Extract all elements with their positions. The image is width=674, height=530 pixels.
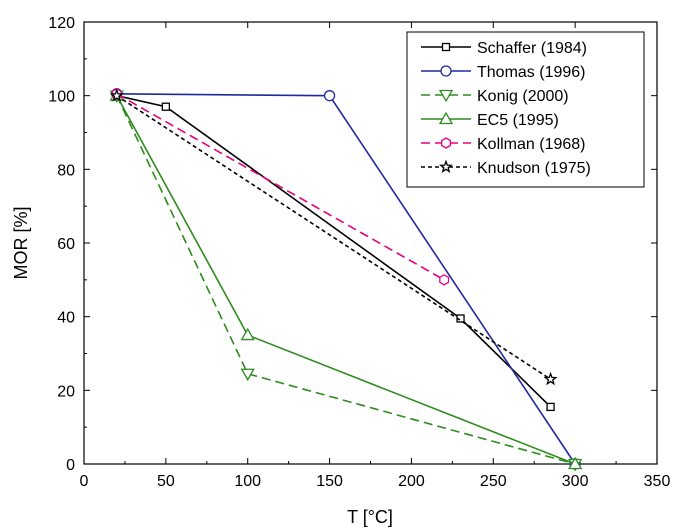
legend-entry: Konig (2000) bbox=[421, 88, 569, 105]
data-point bbox=[240, 327, 255, 341]
data-point bbox=[109, 88, 124, 102]
x-tick-label: 50 bbox=[157, 473, 175, 490]
y-tick-label: 100 bbox=[48, 89, 75, 106]
series-layer bbox=[109, 88, 583, 472]
series-line bbox=[116, 95, 552, 380]
legend-label: Konig (2000) bbox=[477, 88, 569, 105]
legend: Schaffer (1984) Thomas (1996) Konig (2000)… bbox=[406, 31, 645, 188]
legend-entry: EC5 (1995) bbox=[421, 111, 559, 129]
legend-label: EC5 (1995) bbox=[477, 112, 559, 129]
y-tick-label: 60 bbox=[57, 236, 75, 253]
x-tick-label: 150 bbox=[316, 473, 343, 490]
legend-marker bbox=[440, 65, 452, 77]
series-line bbox=[116, 93, 445, 281]
data-point bbox=[546, 402, 555, 412]
series-line bbox=[116, 95, 576, 465]
legend-label: Thomas (1996) bbox=[477, 64, 586, 81]
y-tick-label: 0 bbox=[66, 457, 75, 474]
y-tick-label: 40 bbox=[57, 310, 75, 327]
legend-label: Schaffer (1984) bbox=[477, 40, 587, 57]
data-point bbox=[161, 102, 171, 111]
legend-entry: Thomas (1996) bbox=[421, 64, 586, 81]
legend-marker bbox=[438, 89, 454, 103]
x-tick-label: 0 bbox=[80, 473, 89, 490]
x-tick-label: 100 bbox=[234, 473, 261, 490]
y-tick-label: 20 bbox=[57, 383, 75, 400]
legend-label: Kollman (1968) bbox=[477, 136, 586, 153]
legend-entry: Kollman (1968) bbox=[421, 136, 586, 153]
x-tick-label: 250 bbox=[480, 473, 507, 490]
data-point bbox=[323, 90, 336, 102]
x-tick-label: 200 bbox=[398, 473, 425, 490]
legend-label: Knudson (1975) bbox=[477, 160, 591, 177]
axis-ticks: 0 50 100 150 200 250 300 350 0 20 40 60 80 100 120 bbox=[48, 15, 670, 490]
x-tick-label: 350 bbox=[644, 473, 671, 490]
data-point bbox=[568, 456, 583, 470]
legend-marker bbox=[441, 137, 451, 149]
legend-marker bbox=[441, 42, 451, 52]
data-point bbox=[240, 368, 255, 382]
y-tick-label: 80 bbox=[57, 162, 75, 179]
y-tick-label: 120 bbox=[48, 15, 75, 32]
legend-entry: Knudson (1975) bbox=[421, 159, 591, 177]
legend-marker bbox=[438, 111, 454, 125]
legend-entry: Schaffer (1984) bbox=[421, 40, 587, 57]
series-5 bbox=[109, 88, 558, 386]
data-point bbox=[439, 274, 450, 286]
x-tick-label: 300 bbox=[562, 473, 589, 490]
legend-marker bbox=[438, 159, 454, 173]
x-axis-label: T [°C] bbox=[347, 507, 393, 527]
data-point bbox=[543, 371, 558, 386]
y-axis-label: MOR [%] bbox=[11, 206, 31, 279]
series-line bbox=[116, 94, 552, 408]
